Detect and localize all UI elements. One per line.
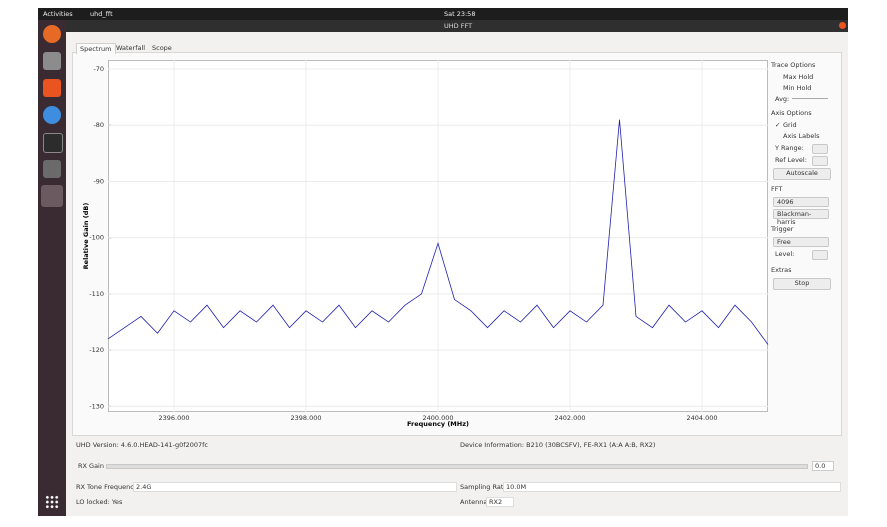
avg-label: Avg: xyxy=(775,95,790,103)
rx-gain-label: RX Gain xyxy=(78,462,104,470)
device-info: Device Information: B210 (30BCSFV), FE-R… xyxy=(460,441,656,449)
close-button[interactable] xyxy=(839,22,846,29)
y-tick-label: -80 xyxy=(93,121,104,129)
fft-size-select[interactable]: 4096 xyxy=(773,197,829,207)
y-tick-label: -130 xyxy=(89,402,104,410)
sidebar-heading: Trace Options xyxy=(771,61,816,69)
rx-gain-slider[interactable] xyxy=(106,464,808,469)
tab[interactable]: Scope xyxy=(152,44,172,52)
dock-help[interactable] xyxy=(43,106,61,124)
tab[interactable]: Spectrum xyxy=(76,43,116,54)
antenna-value[interactable]: RX2 xyxy=(486,497,514,507)
y-tick-label: -110 xyxy=(89,290,104,298)
trigger-select[interactable]: Free xyxy=(773,237,829,247)
antenna-label: Antenna: xyxy=(460,498,490,506)
window-select[interactable]: Blackman-harris xyxy=(773,209,829,226)
dock-terminal[interactable] xyxy=(43,133,63,153)
checkbox[interactable]: Max Hold xyxy=(783,73,814,81)
level-label: Level: xyxy=(775,250,795,258)
checkbox[interactable]: Min Hold xyxy=(783,84,812,92)
y-tick-label: -70 xyxy=(93,65,104,73)
dock-software[interactable] xyxy=(43,79,61,97)
rate-label: Sampling Rate: xyxy=(460,483,510,491)
clock[interactable]: Sat 23:58 xyxy=(444,10,476,18)
ref-level-label: Ref Level: xyxy=(775,156,807,164)
y-tick-label: -90 xyxy=(93,177,104,185)
sidebar-heading: Axis Options xyxy=(771,109,812,117)
dock-firefox[interactable] xyxy=(43,25,61,43)
x-tick-label: 2404.000 xyxy=(686,414,717,422)
spectrum-trace xyxy=(107,119,769,345)
checkbox[interactable]: Grid xyxy=(783,121,797,129)
top-bar xyxy=(38,8,848,20)
checkbox[interactable]: Axis Labels xyxy=(783,132,820,140)
dock xyxy=(38,20,66,516)
y-range-buttons[interactable] xyxy=(812,144,828,154)
activities[interactable]: Activities xyxy=(43,10,73,18)
window-title: UHD FFT xyxy=(444,22,473,30)
lo-locked: LO locked: Yes xyxy=(76,498,123,506)
dock-calculator[interactable] xyxy=(43,160,61,178)
sidebar-heading: Trigger xyxy=(771,225,794,233)
dock-apps[interactable] xyxy=(45,495,59,509)
app-menu[interactable]: uhd_fft xyxy=(90,10,113,18)
dock-gnuradio[interactable] xyxy=(41,185,63,207)
y-axis-title: Relative Gain (dB) xyxy=(82,203,90,270)
y-range-label: Y Range: xyxy=(775,144,804,152)
avg-slider[interactable] xyxy=(792,98,828,99)
uhd-version: UHD Version: 4.6.0.HEAD-141-g0f2007fc xyxy=(76,441,208,449)
rx-gain-value[interactable]: 0.0 xyxy=(812,461,834,471)
x-tick-label: 2400.000 xyxy=(422,414,453,422)
x-axis-title: Frequency (MHz) xyxy=(407,420,469,428)
check-mark: ✓ xyxy=(775,121,781,129)
title-bar xyxy=(66,20,848,32)
tone-value[interactable]: 2.4G xyxy=(133,482,457,492)
y-tick-label: -120 xyxy=(89,346,104,354)
dock-files[interactable] xyxy=(43,52,61,70)
sidebar-heading: Extras xyxy=(771,266,792,274)
x-tick-label: 2402.000 xyxy=(554,414,585,422)
tone-label: RX Tone Frequency): xyxy=(76,483,143,491)
autoscale-button[interactable]: Autoscale xyxy=(773,168,831,180)
x-tick-label: 2398.000 xyxy=(290,414,321,422)
ref-level-buttons[interactable] xyxy=(812,156,828,166)
stop-button[interactable]: Stop xyxy=(773,278,831,290)
x-tick-label: 2396.000 xyxy=(158,414,189,422)
rate-value[interactable]: 10.0M xyxy=(503,482,841,492)
sidebar-heading: FFT xyxy=(771,185,783,193)
y-tick-label: -100 xyxy=(89,234,104,242)
tab[interactable]: Waterfall xyxy=(116,44,146,52)
level-buttons[interactable] xyxy=(812,250,828,260)
